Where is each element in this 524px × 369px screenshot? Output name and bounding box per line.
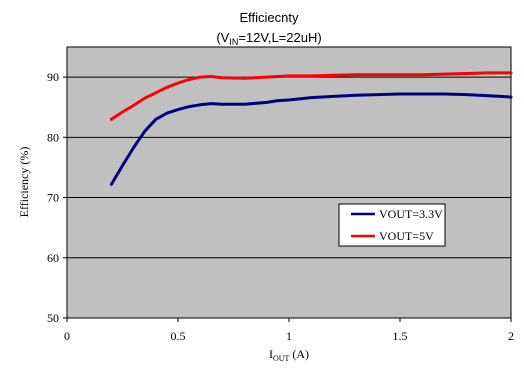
- x-tick-label-1: 0.5: [171, 329, 186, 343]
- y-tick-label-3: 80: [47, 130, 59, 144]
- legend-label-series-1: VOUT=3.3V: [379, 207, 443, 221]
- y-tick-label-4: 90: [47, 70, 59, 84]
- y-axis-label: Efficiency (%): [17, 147, 31, 218]
- y-tick-label-0: 50: [47, 311, 59, 325]
- x-tick-label-3: 1.5: [393, 329, 408, 343]
- x-label-subscript: OUT: [273, 354, 290, 363]
- subtitle-prefix: (V: [216, 30, 229, 45]
- legend: VOUT=3.3V VOUT=5V: [338, 203, 446, 247]
- subtitle-suffix: =12V,L=22uH): [238, 30, 321, 45]
- y-tick-label-2: 70: [47, 191, 59, 205]
- legend-box: [338, 203, 446, 247]
- x-tick-label-0: 0: [64, 329, 70, 343]
- y-tick-label-1: 60: [47, 251, 59, 265]
- chart-subtitle: (VIN=12V,L=22uH): [216, 30, 321, 47]
- subtitle-subscript: IN: [229, 37, 238, 47]
- x-tick-label-4: 2: [508, 329, 514, 343]
- x-tick-label-2: 1: [286, 329, 292, 343]
- series-line-1: [109, 92, 513, 186]
- series-line-2: [109, 71, 513, 121]
- x-axis-label: IOUT (A): [269, 347, 309, 363]
- axis-ticks: 50 60 70 80 90 0 0.5 1 1.5 2: [47, 70, 514, 343]
- legend-label-series-2: VOUT=5V: [379, 229, 434, 243]
- x-label-suffix: (A): [289, 347, 309, 361]
- plot-area: [66, 46, 512, 319]
- chart-title: Efficiecnty: [239, 10, 299, 25]
- x-label-prefix: I: [269, 347, 273, 361]
- series-lines: [109, 71, 513, 186]
